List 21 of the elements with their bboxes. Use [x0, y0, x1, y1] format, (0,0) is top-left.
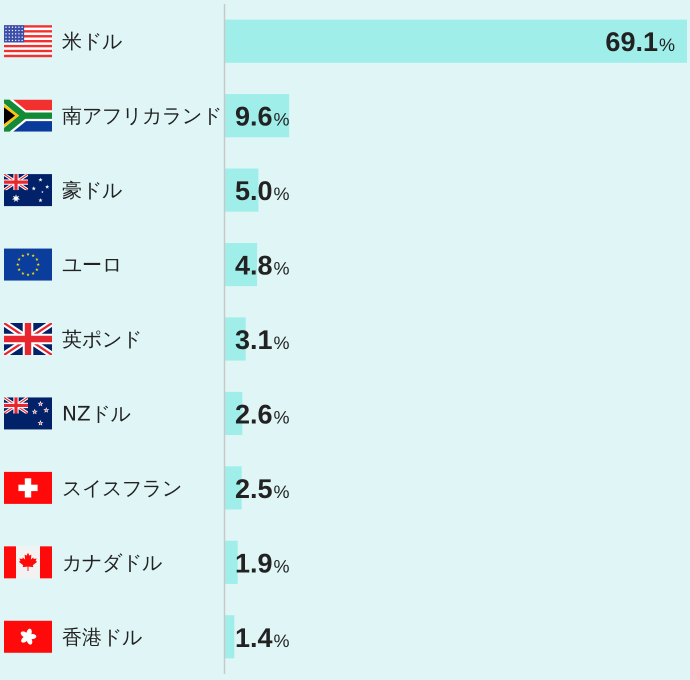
- y-tick-label: カナダドル: [62, 550, 162, 574]
- y-tick-label: 南アフリカランド: [62, 104, 222, 128]
- data-label: 2.5%: [235, 474, 290, 504]
- data-label: 9.6%: [235, 102, 290, 132]
- y-tick-label: 香港ドル: [62, 624, 142, 649]
- data-label: 69.1%: [605, 27, 675, 58]
- y-tick-label: 豪ドル: [62, 178, 122, 202]
- bar: [225, 20, 687, 63]
- y-tick-label: 米ドル: [62, 29, 122, 54]
- data-label: 1.9%: [235, 548, 290, 578]
- data-label: 1.4%: [235, 622, 290, 653]
- data-label: 5.0%: [235, 176, 290, 206]
- bar: [225, 615, 234, 658]
- y-tick-label: NZドル: [62, 401, 131, 426]
- y-tick-label: 英ポンド: [62, 327, 142, 351]
- data-label: 3.1%: [235, 325, 290, 355]
- data-label: 2.6%: [235, 399, 290, 430]
- data-label: 4.8%: [235, 250, 290, 281]
- y-tick-label: スイスフラン: [62, 476, 182, 500]
- bar: [225, 540, 238, 584]
- y-tick-label: ユーロ: [62, 252, 122, 277]
